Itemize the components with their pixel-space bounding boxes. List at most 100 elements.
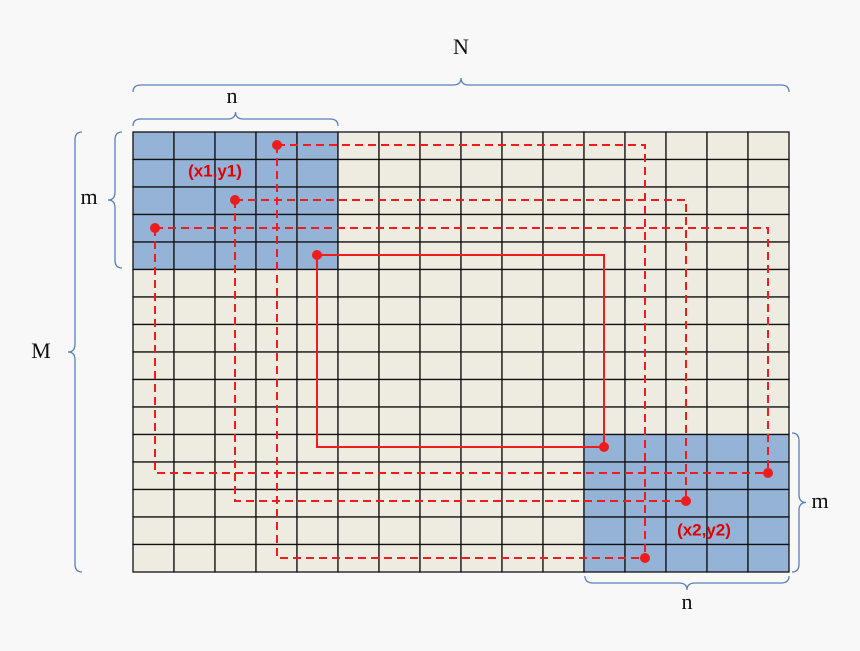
label: M <box>31 338 51 363</box>
cell <box>337 296 380 326</box>
cell <box>542 406 585 436</box>
cell <box>665 543 708 573</box>
cell <box>747 516 790 546</box>
cell <box>419 296 462 326</box>
cell <box>173 461 216 491</box>
cell <box>542 461 585 491</box>
cell <box>173 406 216 436</box>
cell <box>132 461 175 491</box>
cell <box>542 268 585 298</box>
brace <box>132 111 339 127</box>
dots <box>150 140 773 563</box>
cell <box>173 131 216 161</box>
cell <box>173 488 216 518</box>
cell <box>173 186 216 216</box>
cell <box>378 378 421 408</box>
cell <box>173 516 216 546</box>
cell <box>419 378 462 408</box>
cell <box>132 323 175 353</box>
cell <box>296 543 339 573</box>
dot <box>272 140 282 150</box>
cell <box>501 488 544 518</box>
cell <box>337 433 380 463</box>
cell <box>296 158 339 188</box>
cell <box>542 378 585 408</box>
point-label: (x2,y2) <box>677 520 731 539</box>
cell <box>173 268 216 298</box>
brace <box>584 575 790 591</box>
brace <box>67 131 83 573</box>
cell <box>706 158 749 188</box>
label: m <box>80 184 97 209</box>
cell <box>501 158 544 188</box>
cell <box>501 268 544 298</box>
cell <box>419 433 462 463</box>
cell <box>132 406 175 436</box>
point-label: (x1,y1) <box>188 161 242 180</box>
cell <box>460 461 503 491</box>
dashed-path <box>276 144 646 559</box>
cell <box>419 351 462 381</box>
cell <box>132 241 175 271</box>
cell <box>460 268 503 298</box>
cell <box>460 433 503 463</box>
cell <box>132 131 175 161</box>
cell <box>378 296 421 326</box>
cell <box>214 543 257 573</box>
cell <box>501 406 544 436</box>
brace <box>791 432 807 573</box>
cell <box>460 158 503 188</box>
cell <box>337 516 380 546</box>
dot <box>312 250 322 260</box>
cell <box>173 433 216 463</box>
cell <box>706 131 749 161</box>
cell <box>706 323 749 353</box>
cell <box>337 158 380 188</box>
cell <box>542 433 585 463</box>
cell <box>378 158 421 188</box>
cell <box>173 351 216 381</box>
dashed-path <box>154 227 769 474</box>
cell <box>460 488 503 518</box>
cell <box>583 488 626 518</box>
dot <box>150 223 160 233</box>
cell <box>706 241 749 271</box>
cell <box>460 131 503 161</box>
cell <box>706 296 749 326</box>
label: N <box>453 34 469 59</box>
cell <box>747 158 790 188</box>
cell <box>173 296 216 326</box>
cell <box>378 406 421 436</box>
cell <box>173 543 216 573</box>
cell <box>132 433 175 463</box>
dot <box>640 553 650 563</box>
label: n <box>227 83 238 108</box>
cell <box>706 543 749 573</box>
cell <box>296 516 339 546</box>
cell <box>583 516 626 546</box>
cell <box>378 433 421 463</box>
cell <box>665 131 708 161</box>
cell <box>419 488 462 518</box>
cell <box>419 461 462 491</box>
cell <box>419 516 462 546</box>
cell <box>460 406 503 436</box>
cell <box>747 543 790 573</box>
cell <box>173 241 216 271</box>
cell <box>460 516 503 546</box>
cell <box>706 406 749 436</box>
cell <box>214 131 257 161</box>
cell <box>501 323 544 353</box>
cell <box>378 461 421 491</box>
cell <box>460 323 503 353</box>
cell <box>132 378 175 408</box>
cell <box>378 488 421 518</box>
cell <box>337 351 380 381</box>
cell <box>296 488 339 518</box>
cell <box>542 296 585 326</box>
cell <box>419 406 462 436</box>
cell <box>665 516 708 546</box>
cell <box>501 461 544 491</box>
cell <box>542 351 585 381</box>
cell <box>706 378 749 408</box>
